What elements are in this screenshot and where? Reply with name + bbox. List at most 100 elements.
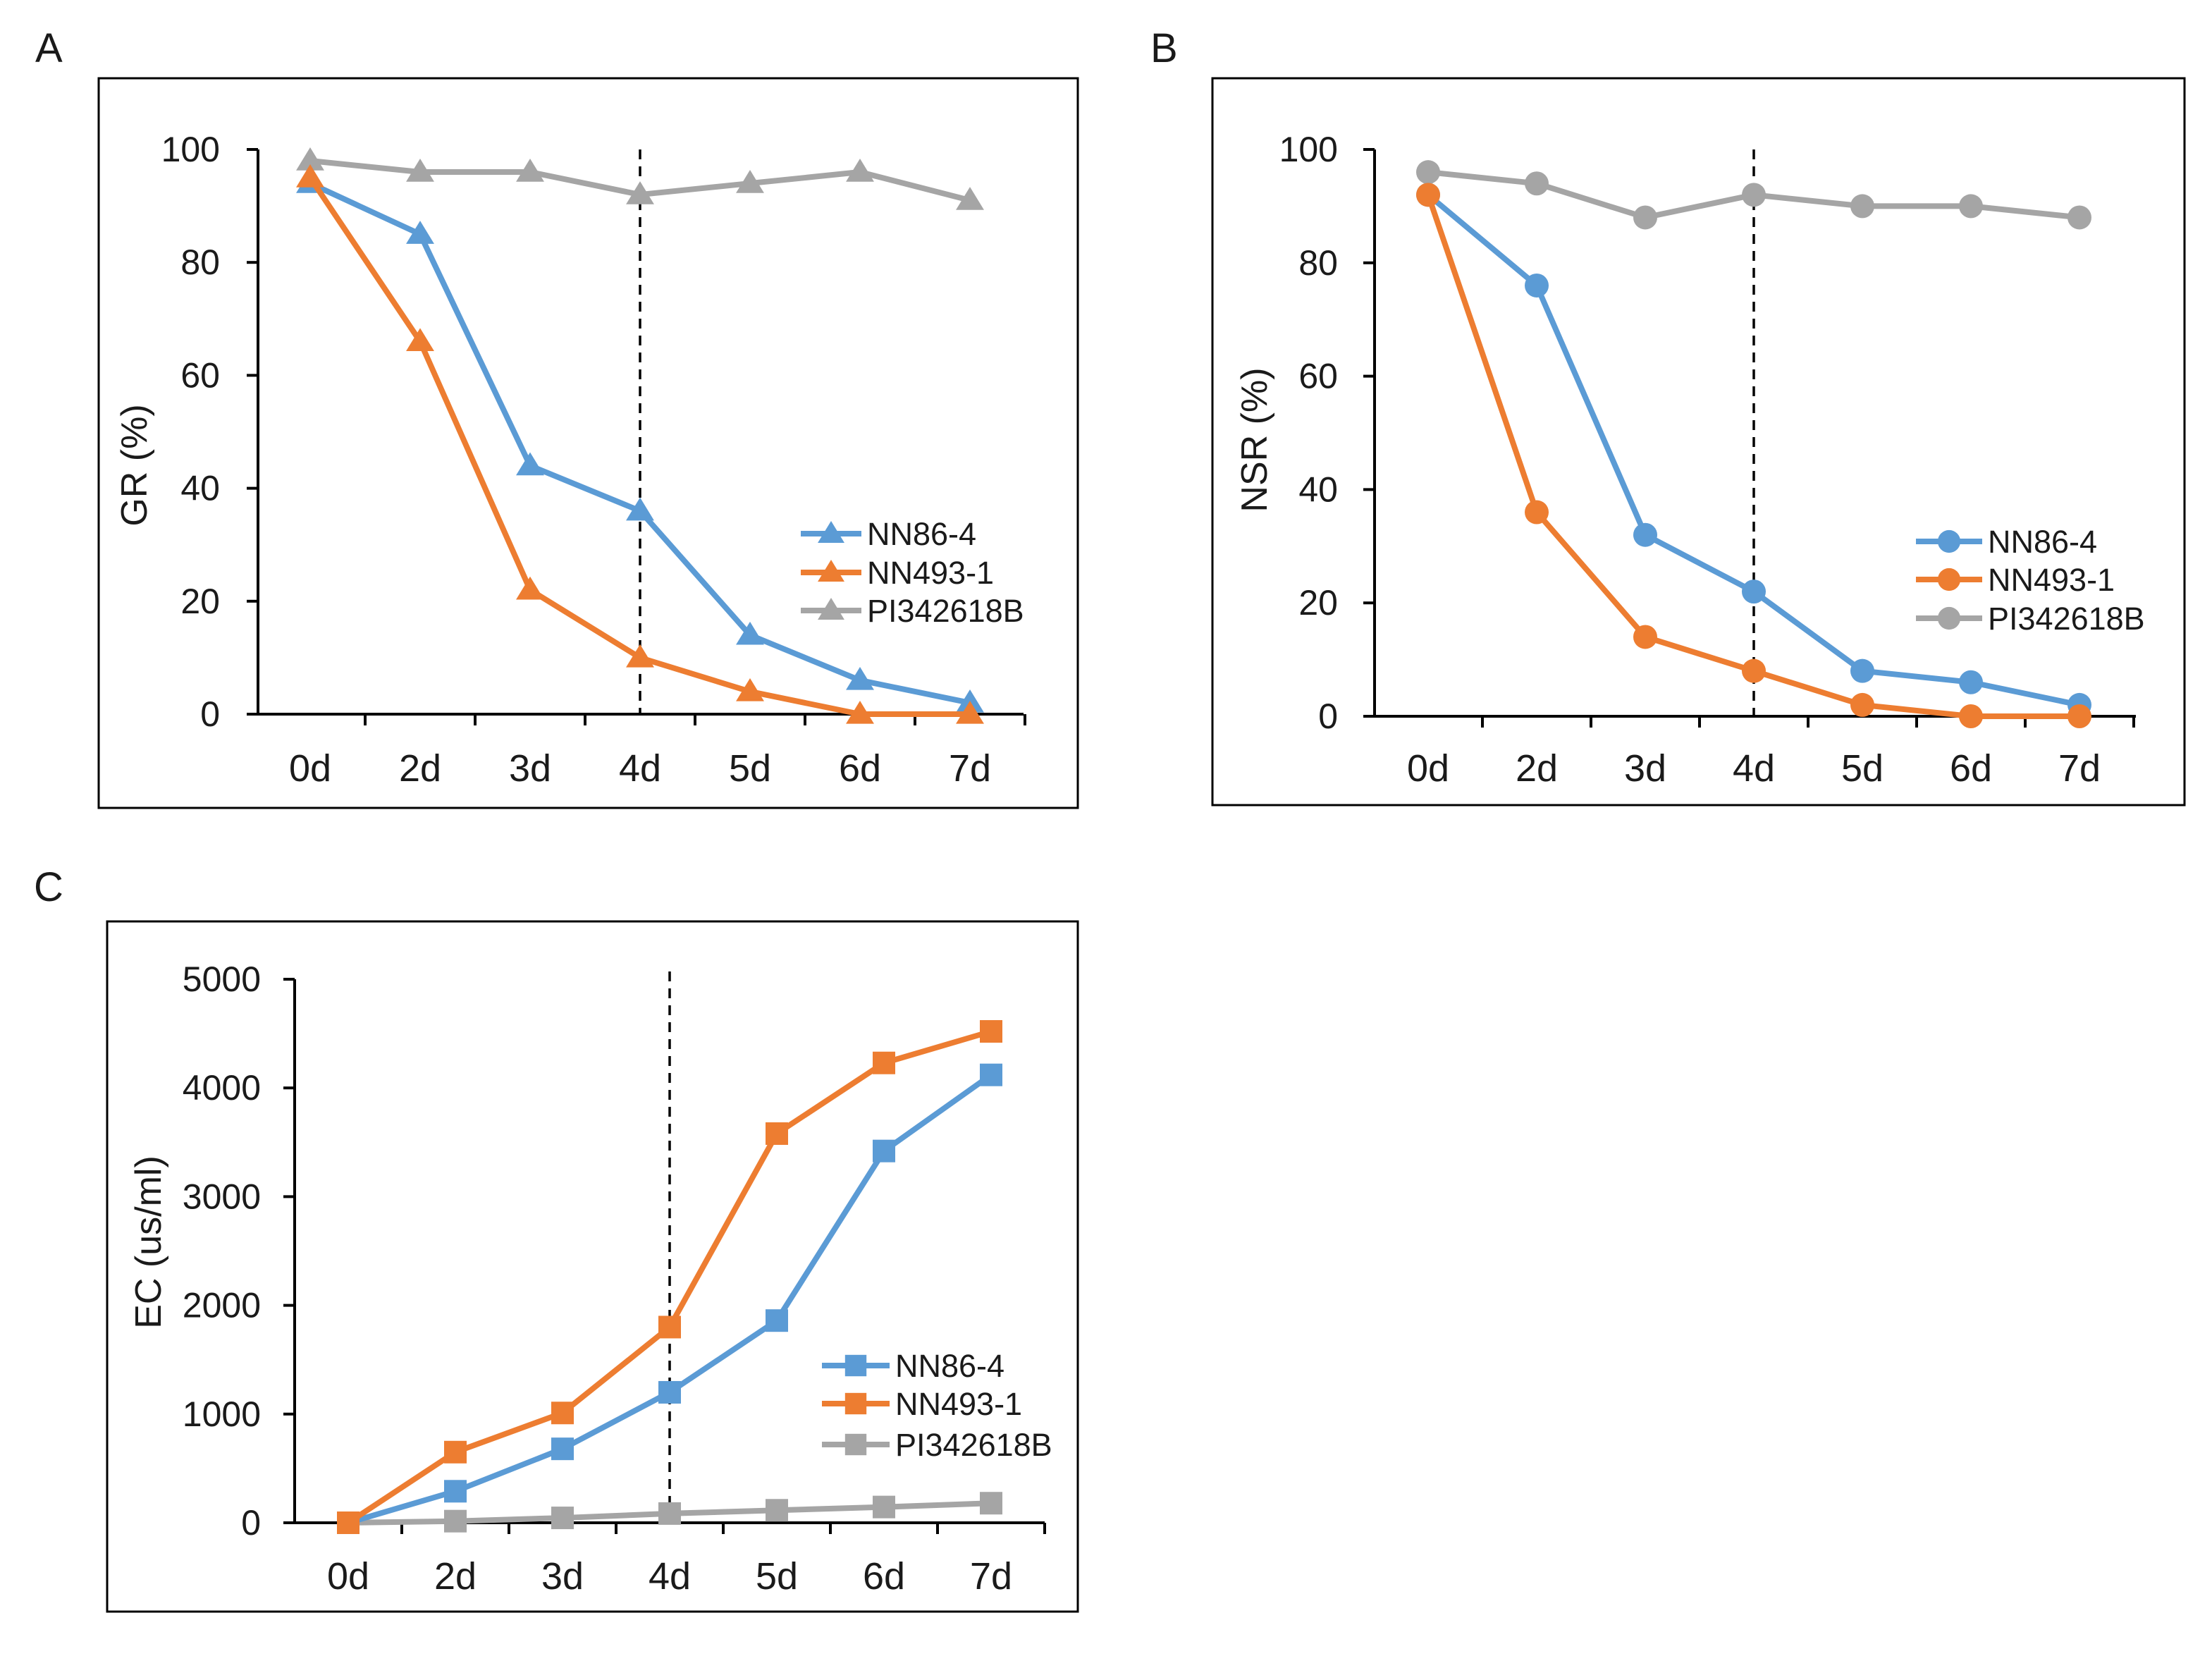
panel-b-y-tick-label: 0 [1318, 697, 1338, 736]
panel-b-legend-label: PI342618B [1988, 601, 2145, 637]
panel-a-data-point [846, 701, 874, 724]
panel-b-legend-marker [1937, 529, 1961, 553]
panel-b-x-tick-label: 7d [2058, 747, 2101, 790]
panel-c-x-tick-label: 0d [327, 1555, 369, 1598]
panel-a-data-point [736, 677, 764, 701]
panel-b-data-point [1959, 194, 1983, 219]
panel-b-data-point [2067, 704, 2091, 728]
panel-b-x-tick-label: 0d [1407, 747, 1449, 790]
panel-a-y-tick-label: 100 [161, 130, 220, 169]
panel-b-data-point [1742, 183, 1766, 207]
panel-a-y-tick-label: 20 [180, 582, 220, 621]
panel-b: B 0 20 40 60 80 100 0d 2d 3d 4d 5d 6d 7d NSR (%) NN86-4… [1150, 25, 2186, 807]
panel-c-y-tick-label: 0 [241, 1503, 261, 1543]
panel-a-data-point [406, 328, 434, 352]
panel-a-data-point [956, 187, 984, 210]
panel-a-legend-label: NN86-4 [867, 516, 976, 552]
panel-c-y-tick-label: 4000 [183, 1068, 261, 1108]
panel-a-x-tick-label: 7d [949, 747, 991, 790]
panel-c-data-point [658, 1316, 681, 1339]
panel-a-data-point [406, 221, 434, 244]
panel-b-letter: B [1150, 25, 1178, 71]
panel-c-data-point [551, 1402, 574, 1425]
panel-c-y-tick-label: 2000 [183, 1286, 261, 1325]
panel-b-legend-label: NN493-1 [1988, 562, 2115, 598]
panel-b-data-point [1525, 273, 1549, 298]
panel-a-legend-marker [818, 559, 844, 582]
panel-a-data-point [296, 147, 324, 171]
panel-c-data-point [873, 1051, 895, 1074]
panel-c-legend-label: NN86-4 [895, 1348, 1004, 1384]
panel-c-data-point [658, 1502, 681, 1525]
panel-c-y-tick-label: 3000 [183, 1177, 261, 1216]
panel-c: C 0 1000 2000 3000 4000 5000 0d 2d 3d 4d 5d 6d 7d EC (… [34, 864, 1079, 1613]
panel-a-data-point [516, 576, 544, 600]
panel-c-data-point [551, 1437, 574, 1461]
panel-b-legend-label: NN86-4 [1988, 524, 2097, 560]
panel-c-x-tick-label: 4d [649, 1555, 691, 1598]
panel-c-frame [106, 920, 1079, 1613]
panel-b-data-point [1742, 579, 1766, 604]
panel-c-data-point [444, 1440, 467, 1464]
panel-b-data-point [1959, 704, 1983, 728]
panel-c-data-point [766, 1122, 788, 1145]
panel-c-data-point [658, 1380, 681, 1404]
panel-b-frame [1211, 77, 2186, 807]
panel-b-x-tick-label: 5d [1841, 747, 1884, 790]
panel-c-y-axis-title: EC (us/ml) [128, 1155, 169, 1329]
panel-c-data-point [980, 1492, 1002, 1515]
panel-b-data-point [1633, 205, 1657, 230]
panel-c-data-point [873, 1139, 895, 1163]
panel-b-series-nn493-1 [1416, 183, 2091, 728]
panel-a-data-point [626, 497, 654, 521]
panel-a-x-tick-label: 6d [839, 747, 881, 790]
panel-c-x-tick-label: 7d [970, 1555, 1012, 1598]
panel-a-data-point [516, 452, 544, 476]
panel-b-legend-marker [1937, 606, 1961, 630]
panel-a-data-point [626, 181, 654, 204]
panel-a-y-tick-label: 0 [200, 694, 220, 734]
panel-c-x-tick-label: 5d [756, 1555, 798, 1598]
panel-b-data-point [1742, 658, 1766, 683]
panel-a-y-tick-label: 80 [180, 243, 220, 282]
panel-c-legend-marker [844, 1354, 867, 1377]
panel-c-legend-label: NN493-1 [895, 1386, 1022, 1422]
panel-a-data-point [296, 164, 324, 188]
panel-b-series-pi342618b [1416, 160, 2091, 230]
panel-a-series-pi342618b [296, 147, 984, 210]
panel-c-legend-marker [844, 1433, 867, 1456]
panel-b-x-tick-label: 6d [1950, 747, 1992, 790]
panel-b-x-tick-label: 2d [1516, 747, 1558, 790]
panel-a-x-tick-label: 4d [619, 747, 661, 790]
panel-b-data-point [1416, 160, 1440, 185]
panel-a-legend-label: NN493-1 [867, 555, 994, 591]
panel-a: A 0 20 40 60 80 100 0d 2d 3d 4d 5d 6d 7d GR (%) NN86-4N… [35, 25, 1079, 809]
panel-b-x-tick-label: 3d [1624, 747, 1666, 790]
panel-b-y-tick-label: 40 [1298, 470, 1338, 509]
panel-c-data-point [444, 1480, 467, 1503]
panel-a-data-point [626, 644, 654, 668]
panel-b-data-point [1525, 171, 1549, 196]
panel-b-data-point [1850, 194, 1874, 219]
panel-a-data-point [846, 666, 874, 690]
panel-b-legend-marker [1937, 568, 1961, 591]
panel-b-y-tick-label: 20 [1298, 583, 1338, 623]
panel-a-data-point [846, 159, 874, 182]
panel-c-x-tick-label: 2d [434, 1555, 477, 1598]
panel-c-data-point [980, 1063, 1002, 1086]
panel-a-legend-marker [818, 597, 844, 620]
panel-c-letter: C [34, 864, 63, 910]
panel-a-data-point [736, 170, 764, 193]
panel-a-y-axis-title: GR (%) [114, 404, 155, 526]
panel-c-legend-marker [844, 1392, 867, 1415]
panel-c-data-point [766, 1499, 788, 1522]
panel-c-x-tick-label: 6d [863, 1555, 905, 1598]
panel-c-data-point [337, 1511, 360, 1534]
panel-a-x-tick-label: 5d [729, 747, 771, 790]
panel-b-y-tick-label: 100 [1279, 130, 1338, 169]
panel-c-series-nn493-1 [337, 1020, 1002, 1534]
panel-a-y-tick-label: 40 [180, 469, 220, 508]
